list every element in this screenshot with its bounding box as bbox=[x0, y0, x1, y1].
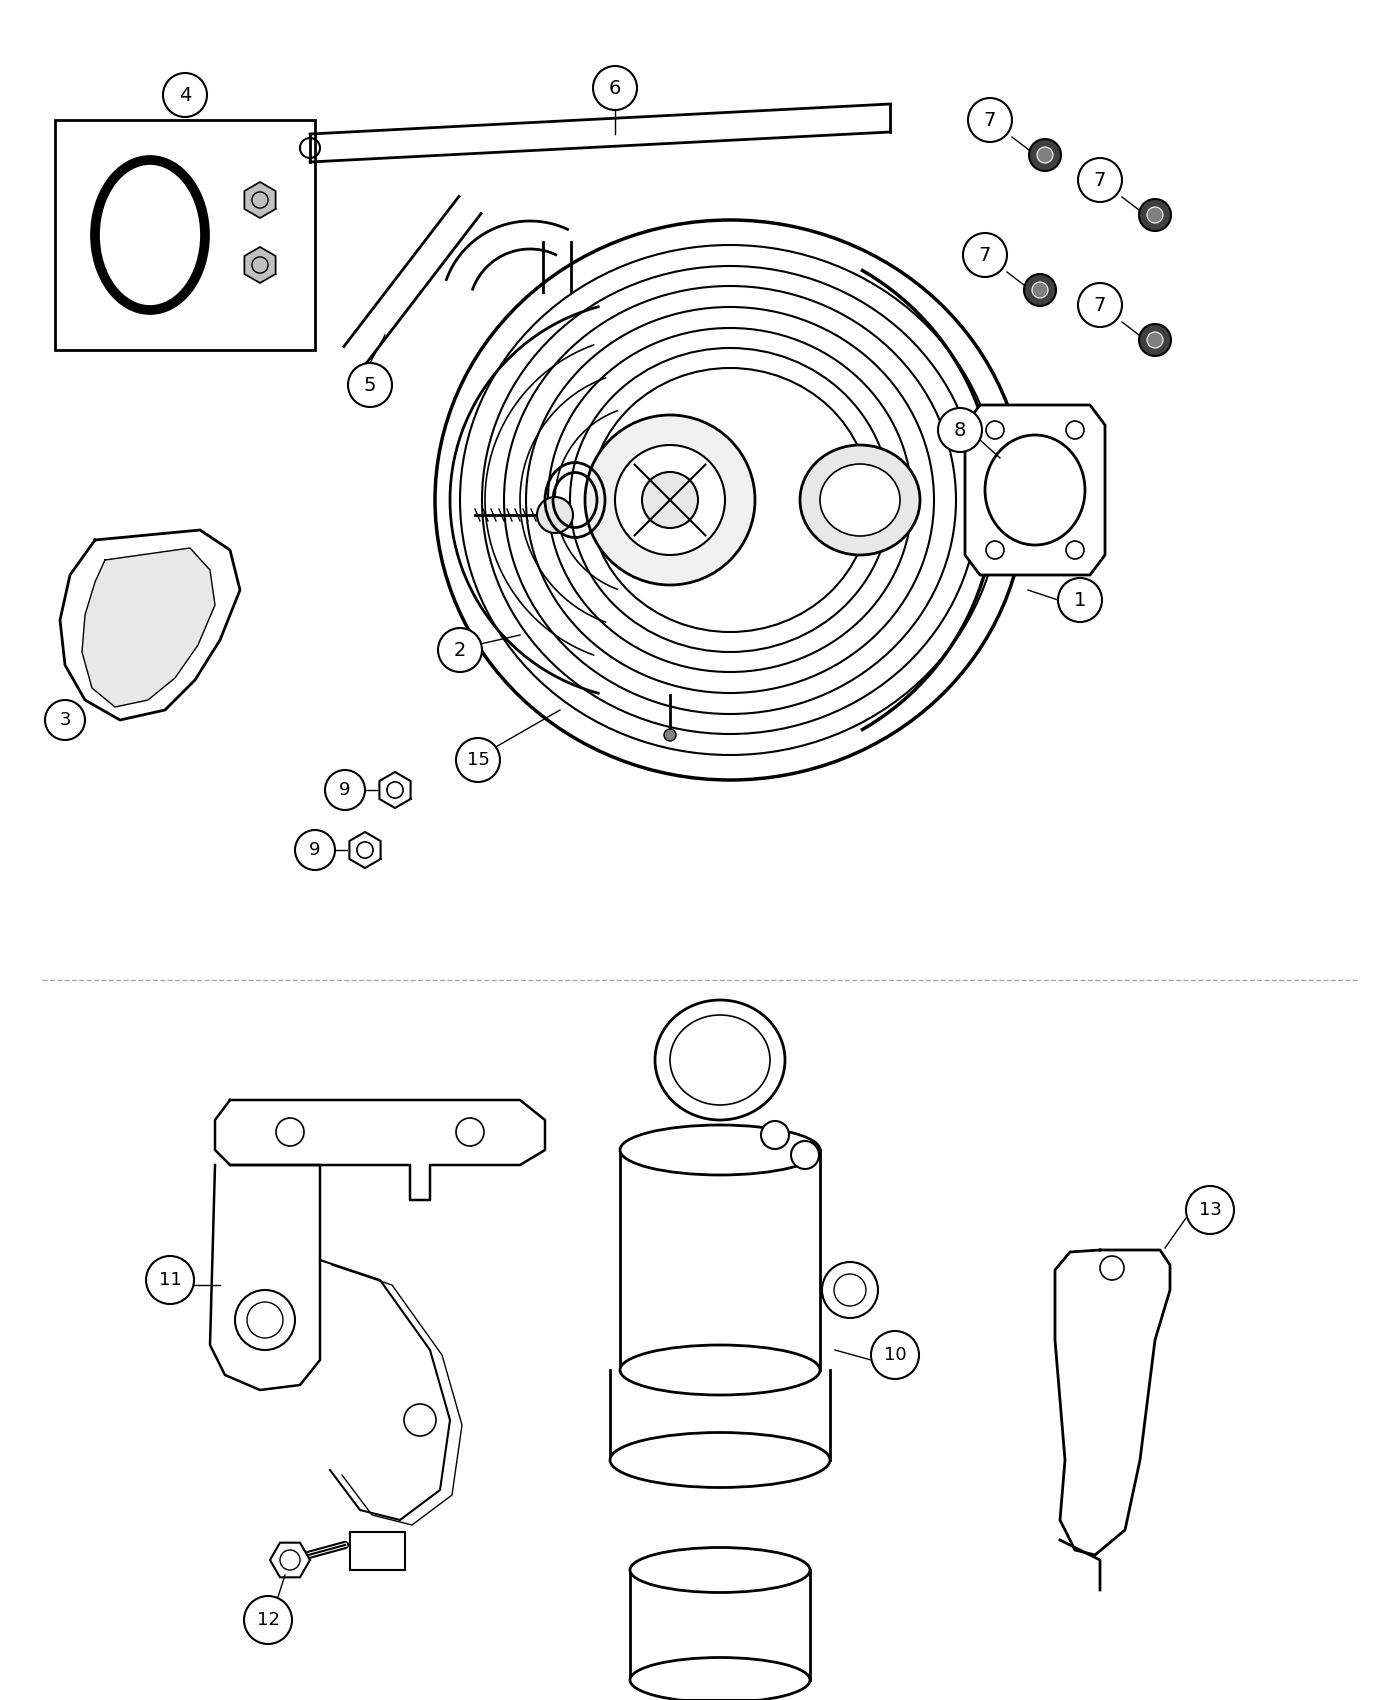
Circle shape bbox=[1058, 578, 1102, 622]
Text: 13: 13 bbox=[1198, 1200, 1221, 1219]
Text: 4: 4 bbox=[179, 85, 192, 104]
Bar bbox=[350, 1532, 405, 1571]
Circle shape bbox=[1037, 146, 1053, 163]
Text: 12: 12 bbox=[256, 1612, 280, 1629]
Circle shape bbox=[295, 830, 335, 870]
Ellipse shape bbox=[620, 1125, 820, 1175]
Circle shape bbox=[1065, 422, 1084, 439]
Circle shape bbox=[349, 364, 392, 406]
Polygon shape bbox=[245, 246, 276, 282]
Polygon shape bbox=[447, 221, 567, 289]
Circle shape bbox=[456, 1119, 484, 1146]
Circle shape bbox=[963, 233, 1007, 277]
Polygon shape bbox=[344, 197, 482, 364]
Text: 2: 2 bbox=[454, 641, 466, 660]
Circle shape bbox=[235, 1290, 295, 1350]
Polygon shape bbox=[270, 1542, 309, 1578]
Circle shape bbox=[1023, 274, 1056, 306]
Polygon shape bbox=[60, 530, 239, 721]
Circle shape bbox=[1140, 199, 1170, 231]
Circle shape bbox=[986, 422, 1004, 439]
Text: 6: 6 bbox=[609, 78, 622, 97]
Circle shape bbox=[325, 770, 365, 809]
Ellipse shape bbox=[620, 1345, 820, 1396]
Polygon shape bbox=[245, 182, 276, 218]
Ellipse shape bbox=[799, 445, 920, 554]
Circle shape bbox=[615, 445, 725, 554]
Text: 10: 10 bbox=[883, 1346, 906, 1363]
Polygon shape bbox=[1056, 1250, 1170, 1556]
Polygon shape bbox=[379, 772, 410, 808]
Circle shape bbox=[1140, 325, 1170, 355]
Circle shape bbox=[244, 1596, 293, 1644]
Circle shape bbox=[986, 541, 1004, 559]
Circle shape bbox=[276, 1119, 304, 1146]
Circle shape bbox=[1032, 282, 1049, 297]
Circle shape bbox=[938, 408, 981, 452]
Text: 1: 1 bbox=[1074, 590, 1086, 610]
Circle shape bbox=[456, 738, 500, 782]
Polygon shape bbox=[83, 547, 216, 707]
Text: 7: 7 bbox=[979, 245, 991, 265]
Circle shape bbox=[1078, 158, 1121, 202]
Polygon shape bbox=[216, 1100, 545, 1200]
Circle shape bbox=[162, 73, 207, 117]
Ellipse shape bbox=[630, 1658, 811, 1700]
Text: 3: 3 bbox=[59, 711, 71, 729]
Circle shape bbox=[45, 700, 85, 740]
Circle shape bbox=[967, 99, 1012, 143]
Text: 9: 9 bbox=[339, 780, 351, 799]
Circle shape bbox=[1147, 207, 1163, 223]
Polygon shape bbox=[543, 241, 571, 292]
Circle shape bbox=[643, 473, 699, 529]
Circle shape bbox=[822, 1261, 878, 1318]
Circle shape bbox=[1100, 1256, 1124, 1280]
Ellipse shape bbox=[655, 1000, 785, 1120]
Text: 5: 5 bbox=[364, 376, 377, 394]
Text: 8: 8 bbox=[953, 420, 966, 440]
Bar bbox=[55, 121, 315, 350]
Text: 11: 11 bbox=[158, 1272, 182, 1289]
Polygon shape bbox=[210, 1164, 321, 1391]
Circle shape bbox=[791, 1141, 819, 1170]
Circle shape bbox=[664, 729, 676, 741]
Text: 7: 7 bbox=[984, 110, 997, 129]
Text: 7: 7 bbox=[1093, 296, 1106, 314]
Circle shape bbox=[1186, 1187, 1233, 1234]
Ellipse shape bbox=[820, 464, 900, 536]
Circle shape bbox=[762, 1120, 790, 1149]
Text: 7: 7 bbox=[1093, 170, 1106, 189]
Circle shape bbox=[1029, 139, 1061, 172]
Circle shape bbox=[405, 1404, 435, 1436]
Circle shape bbox=[871, 1331, 918, 1379]
Polygon shape bbox=[965, 405, 1105, 575]
Ellipse shape bbox=[435, 219, 1025, 780]
Circle shape bbox=[594, 66, 637, 110]
Circle shape bbox=[146, 1256, 195, 1304]
Circle shape bbox=[1065, 541, 1084, 559]
Circle shape bbox=[585, 415, 755, 585]
Ellipse shape bbox=[671, 1015, 770, 1105]
Text: 15: 15 bbox=[466, 751, 490, 768]
Text: 9: 9 bbox=[309, 842, 321, 858]
Circle shape bbox=[538, 496, 573, 534]
Ellipse shape bbox=[630, 1547, 811, 1593]
Ellipse shape bbox=[610, 1433, 830, 1488]
Polygon shape bbox=[350, 831, 381, 869]
Circle shape bbox=[438, 627, 482, 672]
Circle shape bbox=[1147, 332, 1163, 348]
Circle shape bbox=[1078, 282, 1121, 326]
